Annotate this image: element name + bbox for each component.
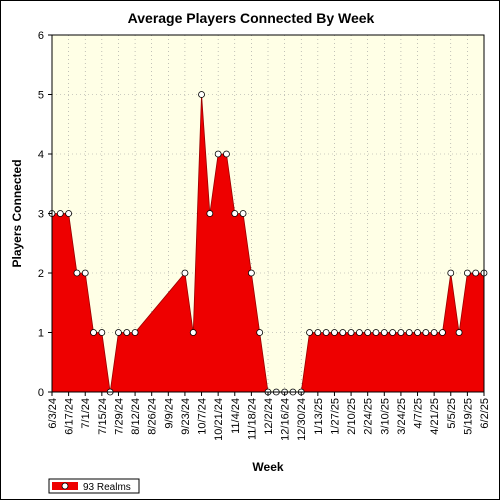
data-point <box>347 329 355 336</box>
data-point <box>397 329 405 336</box>
x-tick-label: 12/16/24 <box>280 398 292 441</box>
data-point <box>231 210 239 217</box>
data-point <box>389 329 397 336</box>
data-point <box>239 210 247 217</box>
y-axis-ticks: 0 1 2 3 4 5 6 <box>38 30 52 399</box>
data-point <box>73 269 81 277</box>
data-point <box>256 329 264 336</box>
data-point <box>439 329 446 336</box>
x-tick-label: 1/27/25 <box>329 398 341 435</box>
data-point <box>198 91 205 98</box>
y-tick-label: 1 <box>38 328 44 340</box>
data-point <box>206 210 214 217</box>
x-tick-label: 7/1/24 <box>80 398 92 429</box>
y-axis-label: Players Connected <box>10 159 24 267</box>
data-point <box>380 329 388 336</box>
x-tick-label: 4/21/25 <box>429 398 441 435</box>
data-point <box>247 269 255 277</box>
y-tick-label: 5 <box>38 90 44 102</box>
data-point <box>189 329 197 336</box>
series-markers <box>48 91 488 396</box>
data-point <box>314 329 322 336</box>
legend-marker-icon <box>61 482 69 490</box>
y-tick-label: 3 <box>38 209 44 221</box>
data-point <box>90 329 97 336</box>
x-tick-label: 5/19/25 <box>462 398 474 435</box>
data-point <box>331 329 338 336</box>
x-tick-label: 6/2/25 <box>479 398 491 429</box>
data-point <box>181 269 189 277</box>
data-point <box>65 210 73 217</box>
data-point <box>306 329 313 336</box>
legend: 93 Realms <box>48 478 140 494</box>
chart-title: Average Players Connected By Week <box>128 10 375 26</box>
x-tick-label: 2/10/25 <box>346 398 358 435</box>
y-tick-label: 2 <box>38 268 44 280</box>
data-point <box>372 329 380 336</box>
x-tick-label: 11/4/24 <box>230 398 242 434</box>
data-point <box>98 329 106 336</box>
data-point <box>455 329 463 336</box>
x-tick-label: 3/10/25 <box>379 398 391 435</box>
data-point <box>115 329 122 336</box>
data-point <box>463 269 471 277</box>
x-tick-label: 12/30/24 <box>296 398 308 441</box>
x-tick-label: 5/5/25 <box>446 398 458 429</box>
y-tick-label: 4 <box>38 149 44 161</box>
data-point <box>322 329 330 336</box>
data-point <box>214 150 222 158</box>
data-point <box>56 210 64 217</box>
data-point <box>472 269 480 277</box>
y-tick-label: 6 <box>38 30 44 42</box>
data-point <box>339 329 347 336</box>
x-tick-label: 10/7/24 <box>197 398 209 435</box>
x-tick-label: 1/13/25 <box>313 398 325 435</box>
x-tick-label: 7/29/24 <box>113 398 125 435</box>
x-tick-label: 4/7/25 <box>413 398 425 429</box>
x-tick-label: 6/17/24 <box>64 398 76 435</box>
data-point <box>123 329 131 336</box>
data-point <box>355 329 363 336</box>
data-point <box>414 329 421 336</box>
data-point <box>447 269 455 277</box>
y-tick-label: 0 <box>38 387 44 399</box>
legend-label: 93 Realms <box>83 482 131 493</box>
x-tick-label: 11/18/24 <box>246 398 258 440</box>
data-point <box>364 329 372 336</box>
data-point <box>131 329 139 336</box>
x-tick-label: 9/23/24 <box>180 398 192 435</box>
x-axis-ticks: 6/3/24 6/17/24 7/1/24 7/15/24 7/29/24 8/12/24… <box>47 392 491 441</box>
x-axis-label: Week <box>252 460 283 474</box>
x-tick-label: 2/24/25 <box>363 398 375 435</box>
x-tick-label: 6/3/24 <box>47 398 59 429</box>
data-point <box>405 329 413 336</box>
x-tick-label: 10/21/24 <box>213 398 225 441</box>
data-point <box>223 150 230 158</box>
data-point <box>81 269 89 277</box>
x-tick-label: 8/12/24 <box>130 398 142 435</box>
x-tick-label: 7/15/24 <box>97 398 109 435</box>
x-tick-label: 9/9/24 <box>163 398 175 429</box>
data-point <box>422 329 430 336</box>
x-tick-label: 12/2/24 <box>263 398 275 435</box>
data-point <box>430 329 438 336</box>
x-tick-label: 3/24/25 <box>396 398 408 435</box>
x-tick-label: 8/26/24 <box>147 398 159 435</box>
